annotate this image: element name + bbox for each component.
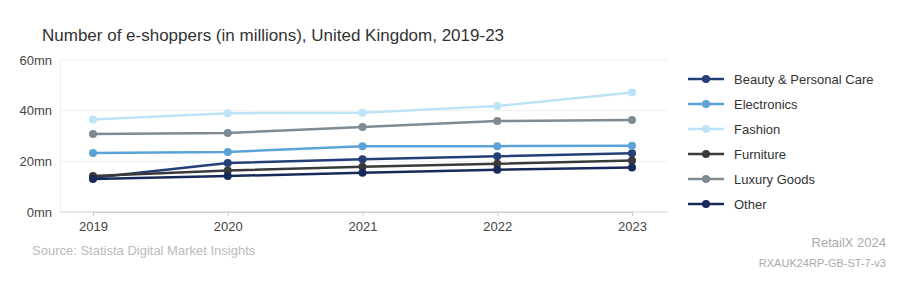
legend-marker bbox=[702, 75, 710, 83]
x-tick-label: 2023 bbox=[618, 219, 647, 234]
series-marker bbox=[628, 116, 636, 124]
y-axis-line bbox=[60, 61, 61, 213]
source: Source: Statista Digital Market Insights bbox=[32, 243, 256, 258]
series-marker bbox=[628, 88, 636, 96]
legend-marker bbox=[702, 100, 710, 108]
legend-label: Electronics bbox=[734, 97, 798, 112]
series-marker bbox=[359, 169, 367, 177]
x-tick-label: 2022 bbox=[483, 219, 512, 234]
x-tick-label: 2020 bbox=[214, 219, 243, 234]
series-marker bbox=[628, 142, 636, 150]
y-tick: 20mn bbox=[19, 154, 60, 169]
annotation: RetailX 2024 bbox=[812, 235, 886, 250]
x-tick-mark bbox=[632, 212, 633, 216]
series-marker bbox=[359, 123, 367, 131]
series-marker bbox=[493, 142, 501, 150]
title: Number of e-shoppers (in millions), Unit… bbox=[42, 26, 504, 45]
series-marker bbox=[89, 130, 97, 138]
series-marker bbox=[224, 109, 232, 117]
series-marker bbox=[493, 166, 501, 174]
series-marker bbox=[628, 157, 636, 165]
series-marker bbox=[89, 175, 97, 183]
x-tick-label: 2021 bbox=[349, 219, 378, 234]
series-line bbox=[93, 167, 632, 179]
legend-label: Furniture bbox=[734, 147, 786, 162]
x-tick: 2021 bbox=[349, 212, 378, 234]
y-tick-label: 40mn bbox=[19, 103, 52, 118]
y-tick: 0mn bbox=[27, 205, 60, 220]
y-axis: 0mn 20mn 40mn 60mn bbox=[19, 53, 60, 220]
series-marker bbox=[628, 163, 636, 171]
x-tick-label: 2019 bbox=[79, 219, 108, 234]
series-marker bbox=[359, 155, 367, 163]
y-tick: 40mn bbox=[19, 103, 60, 118]
legend-label: Other bbox=[734, 197, 767, 212]
legend: Beauty & Personal Care Electronics Fashion… bbox=[688, 72, 873, 212]
legend-item: Electronics bbox=[688, 97, 798, 112]
series-marker bbox=[89, 149, 97, 157]
legend-marker bbox=[702, 175, 710, 183]
x-axis-line bbox=[94, 213, 633, 217]
x-tick-mark bbox=[93, 212, 94, 216]
x-tick-mark bbox=[228, 212, 229, 216]
series-marker bbox=[493, 102, 501, 110]
y-tick-label: 20mn bbox=[19, 154, 52, 169]
series-marker bbox=[89, 116, 97, 124]
series-marker bbox=[224, 159, 232, 167]
annotation: RXAUK24RP-GB-ST-7-v3 bbox=[759, 257, 886, 269]
legend-item: Other bbox=[688, 197, 767, 212]
y-tick-label: 60mn bbox=[19, 53, 52, 68]
series-line bbox=[93, 120, 632, 134]
series-marker bbox=[493, 152, 501, 160]
x-tick: 2020 bbox=[214, 212, 243, 234]
x-tick-mark bbox=[497, 212, 498, 216]
legend-marker bbox=[702, 125, 710, 133]
grid-line bbox=[60, 60, 668, 61]
series-marker bbox=[224, 129, 232, 137]
x-tick: 2019 bbox=[79, 212, 108, 234]
series-marker bbox=[628, 149, 636, 157]
legend-item: Furniture bbox=[688, 147, 786, 162]
legend-item: Beauty & Personal Care bbox=[688, 72, 873, 87]
grid bbox=[60, 60, 668, 212]
legend-item: Fashion bbox=[688, 122, 780, 137]
series-marker bbox=[359, 109, 367, 117]
x-tick-mark bbox=[363, 212, 364, 216]
x-tick: 2022 bbox=[483, 212, 512, 234]
series-line bbox=[93, 153, 632, 178]
x-axis: 2019 2020 2021 2022 2023 bbox=[79, 212, 647, 234]
plot-area bbox=[89, 88, 636, 183]
y-tick-label: 0mn bbox=[27, 205, 52, 220]
series-marker bbox=[224, 172, 232, 180]
legend-label: Fashion bbox=[734, 122, 780, 137]
y-tick: 60mn bbox=[19, 53, 60, 68]
series-line bbox=[93, 92, 632, 119]
chart: Number of e-shoppers (in millions), Unit… bbox=[0, 0, 916, 294]
series-marker bbox=[359, 142, 367, 150]
series-marker bbox=[493, 117, 501, 125]
legend-label: Luxury Goods bbox=[734, 172, 815, 187]
legend-item: Luxury Goods bbox=[688, 172, 815, 187]
legend-label: Beauty & Personal Care bbox=[734, 72, 873, 87]
legend-marker bbox=[702, 150, 710, 158]
x-tick: 2023 bbox=[618, 212, 647, 234]
series-marker bbox=[224, 148, 232, 156]
legend-marker bbox=[702, 200, 710, 208]
